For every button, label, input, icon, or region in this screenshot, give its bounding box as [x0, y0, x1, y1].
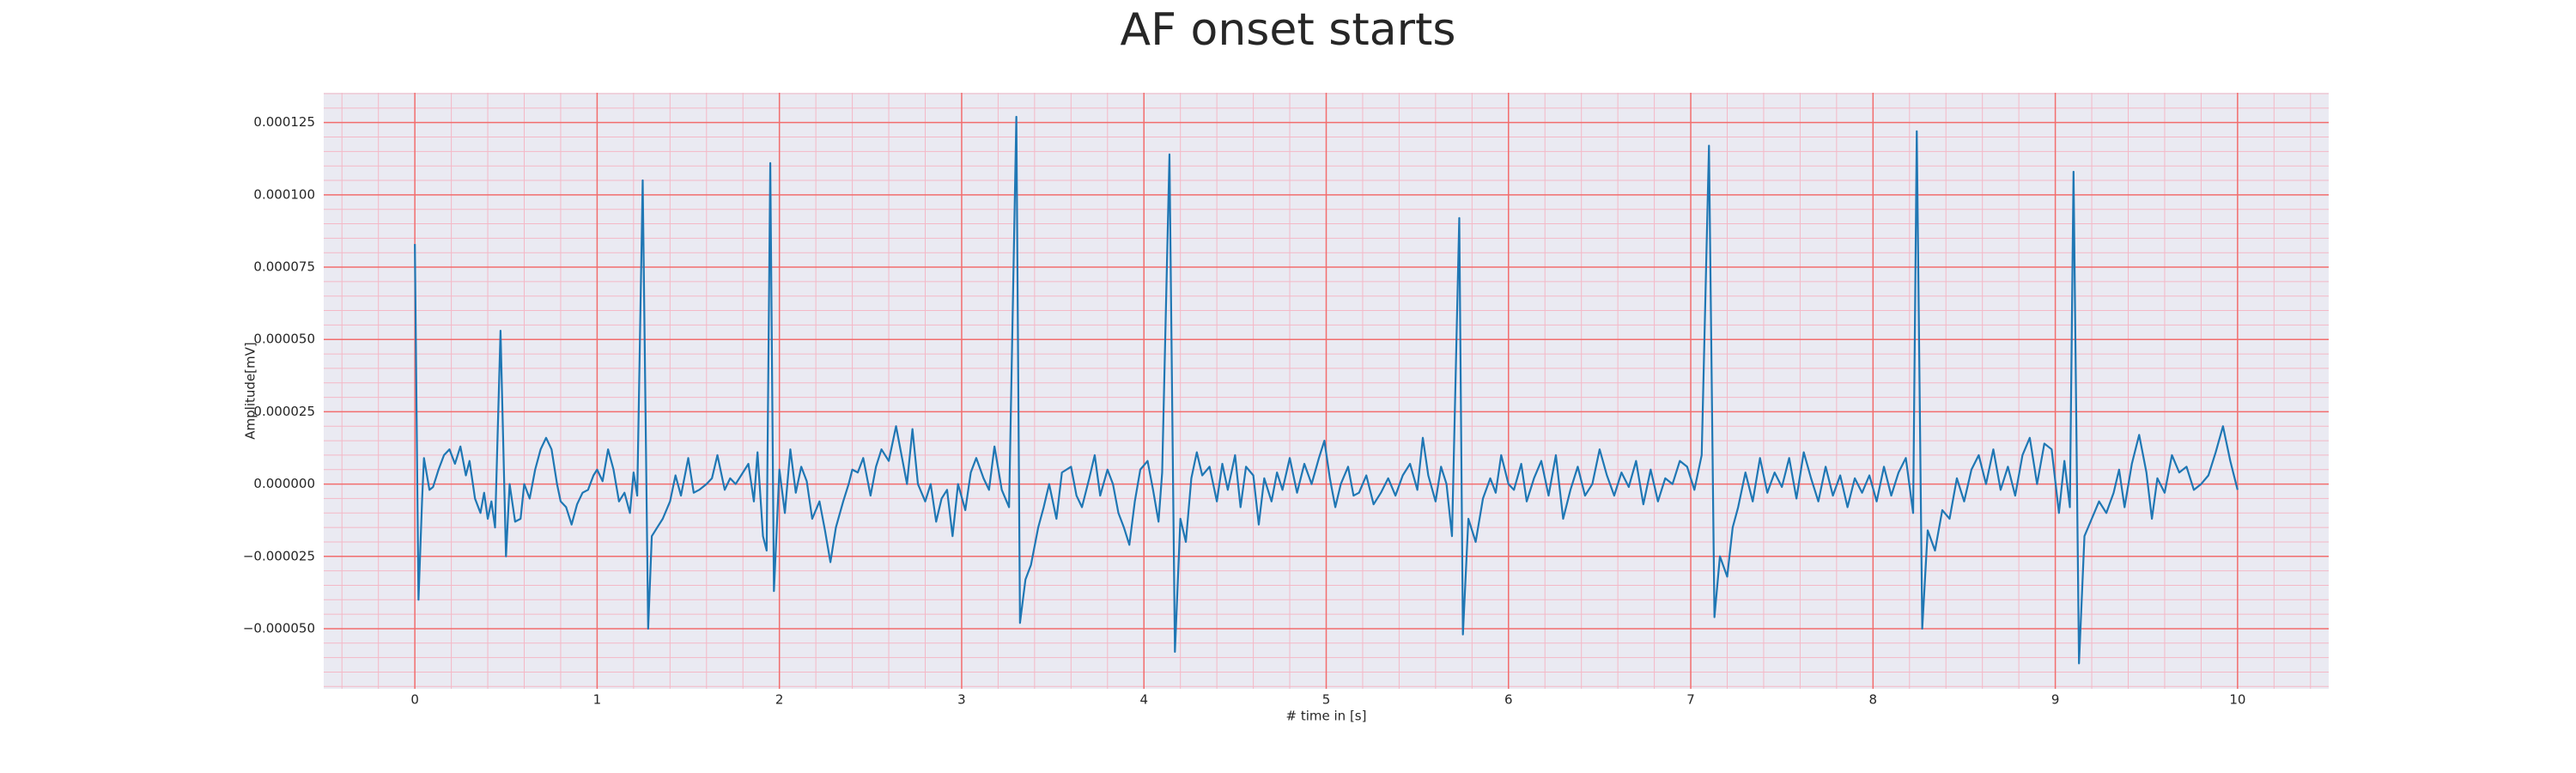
x-tick-label: 0 [410, 692, 419, 708]
x-tick-label: 5 [1322, 692, 1331, 708]
x-tick-label: 1 [593, 692, 602, 708]
y-tick-label: 0.000000 [253, 476, 315, 491]
x-tick-label: 2 [775, 692, 784, 708]
y-tick-label: 0.000100 [253, 186, 315, 202]
x-tick-label: 8 [1869, 692, 1878, 708]
y-tick-label: −0.000025 [243, 548, 315, 563]
x-tick-label: 4 [1139, 692, 1148, 708]
ecg-line [414, 115, 2239, 665]
y-axis-label: Amplitude[mV] [243, 342, 258, 439]
x-tick-label: 7 [1686, 692, 1695, 708]
y-tick-label: 0.000075 [253, 259, 315, 275]
x-tick-label: 10 [2229, 692, 2245, 708]
x-tick-label: 6 [1504, 692, 1513, 708]
chart-title: AF onset starts [1121, 4, 1456, 56]
y-tick-label: 0.000125 [253, 114, 315, 130]
y-tick-label: 0.000025 [253, 404, 315, 419]
x-tick-label: 3 [957, 692, 966, 708]
y-tick-label: 0.000050 [253, 332, 315, 347]
x-axis-label: # time in [s] [1286, 709, 1367, 724]
x-tick-label: 9 [2051, 692, 2060, 708]
y-tick-label: −0.000050 [243, 620, 315, 636]
